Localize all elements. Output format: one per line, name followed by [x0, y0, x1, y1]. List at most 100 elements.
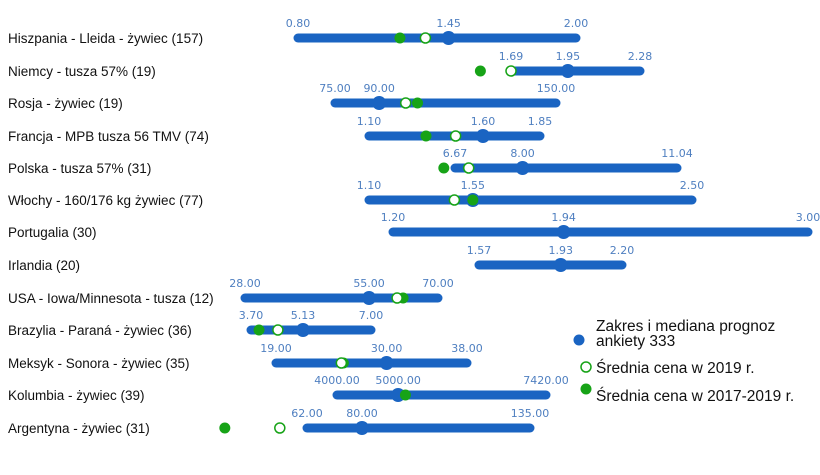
- max-label: 150.00: [537, 82, 576, 95]
- min-label: 28.00: [229, 277, 261, 290]
- row-label: USA - Iowa/Minnesota - tusza (12): [8, 291, 214, 306]
- median-dot: [553, 258, 568, 272]
- max-label: 70.00: [422, 277, 454, 290]
- median-label: 1.45: [436, 17, 461, 30]
- chart-row: Rosja - żywiec (19) 75.00 90.00 150.00: [8, 82, 575, 111]
- min-label: 3.70: [239, 309, 264, 322]
- mean-2017-2019-dot: [412, 97, 424, 109]
- min-label: 0.80: [286, 17, 311, 30]
- max-label: 135.00: [511, 407, 550, 420]
- mean-2017-2019-dot: [219, 422, 231, 434]
- mean-2017-2019-dot: [253, 324, 265, 336]
- min-label: 1.69: [499, 50, 524, 63]
- median-dot: [362, 291, 377, 305]
- mean-2019-dot: [272, 324, 284, 336]
- max-label: 2.28: [628, 50, 653, 63]
- median-label: 1.94: [551, 211, 576, 224]
- row-label: Rosja - żywiec (19): [8, 96, 123, 111]
- median-label: 5000.00: [375, 374, 421, 387]
- mean-2019-dot: [448, 194, 461, 206]
- chart-row: Francja - MPB tusza 56 TMV (74) 1.10 1.60 1…: [8, 115, 552, 144]
- mean-2019-dot: [399, 97, 412, 109]
- median-dot: [354, 421, 369, 435]
- median-label: 8.00: [510, 147, 535, 160]
- max-label: 3.00: [796, 211, 820, 224]
- chart-row: Hiszpania - Lleida - żywiec (157) 0.80 1.4…: [8, 17, 588, 46]
- row-label: Argentyna - żywiec (31): [8, 421, 150, 436]
- median-label: 1.55: [461, 179, 486, 192]
- mean-2019-dot: [449, 130, 462, 142]
- chart-row: Portugalia (30) 1.20 1.94 3.00: [8, 211, 820, 240]
- legend-marker-mean-2017-2019: [580, 383, 592, 395]
- median-label: 5.13: [291, 309, 316, 322]
- median-label: 55.00: [353, 277, 385, 290]
- median-dot: [372, 96, 387, 110]
- row-label: Portugalia (30): [8, 225, 97, 240]
- mean-2017-2019-dot: [474, 65, 486, 77]
- median-dot: [556, 225, 571, 239]
- chart-row: Polska - tusza 57% (31) 6.67 8.00 11.04: [8, 147, 693, 176]
- max-label: 1.85: [528, 115, 553, 128]
- max-label: 38.00: [451, 342, 483, 355]
- median-label: 1.95: [556, 50, 581, 63]
- min-label: 4000.00: [314, 374, 360, 387]
- min-label: 1.10: [357, 115, 382, 128]
- mean-2017-2019-dot: [394, 32, 406, 44]
- median-dot: [476, 129, 490, 143]
- legend-label-range-line1: Zakres i mediana prognoz: [596, 318, 775, 335]
- max-label: 2.50: [680, 179, 705, 192]
- mean-2017-2019-dot: [420, 130, 432, 142]
- max-label: 11.04: [661, 147, 693, 160]
- chart-row: Niemcy - tusza 57% (19) 1.69 1.95 2.28: [8, 50, 652, 79]
- mean-2019-dot: [419, 32, 432, 44]
- chart-row: Włochy - 160/176 kg żywiec (77) 1.10 1.55 2…: [8, 179, 704, 208]
- chart-row: USA - Iowa/Minnesota - tusza (12) 28.00 55…: [8, 277, 454, 306]
- row-label: Francja - MPB tusza 56 TMV (74): [8, 129, 209, 144]
- min-label: 19.00: [260, 342, 292, 355]
- mean-2019-dot: [335, 357, 348, 369]
- median-dot: [441, 31, 456, 45]
- mean-2019-dot: [462, 162, 475, 174]
- mean-2017-2019-dot: [399, 389, 411, 401]
- median-dot: [560, 64, 575, 78]
- legend-label-mean-2017-2019: Średnia cena w 2017-2019 r.: [596, 387, 794, 405]
- row-label: Niemcy - tusza 57% (19): [8, 64, 156, 79]
- max-label: 7420.00: [523, 374, 569, 387]
- legend-label-range-line2: ankiety 333: [596, 333, 675, 350]
- legend-marker-mean-2019: [580, 361, 592, 373]
- median-label: 90.00: [363, 82, 395, 95]
- chart-row: Irlandia (20) 1.57 1.93 2.20: [8, 244, 634, 273]
- median-dot: [515, 161, 530, 175]
- chart-row: Kolumbia - żywiec (39) 4000.00 5000.00 7420…: [8, 374, 569, 403]
- max-label: 7.00: [359, 309, 384, 322]
- row-label: Włochy - 160/176 kg żywiec (77): [8, 193, 203, 208]
- chart-row: Brazylia - Paraná - żywiec (36) 3.70 5.13 7…: [8, 309, 383, 338]
- min-label: 6.67: [443, 147, 468, 160]
- legend-marker-range: [573, 334, 585, 346]
- mean-2017-2019-dot: [467, 194, 479, 206]
- min-label: 1.20: [381, 211, 406, 224]
- row-label: Meksyk - Sonora - żywiec (35): [8, 356, 190, 371]
- mean-2019-dot: [505, 65, 517, 77]
- min-label: 75.00: [319, 82, 351, 95]
- legend-label-mean-2019: Średnia cena w 2019 r.: [596, 359, 755, 377]
- median-label: 1.60: [471, 115, 496, 128]
- chart-row: Meksyk - Sonora - żywiec (35) 19.00 30.00 3…: [8, 342, 483, 371]
- mean-2017-2019-dot: [438, 162, 450, 174]
- median-label: 30.00: [371, 342, 403, 355]
- median-dot: [379, 356, 394, 370]
- min-label: 1.57: [467, 244, 492, 257]
- mean-2019-dot: [391, 292, 403, 304]
- max-label: 2.00: [564, 17, 589, 30]
- chart-row: Argentyna - żywiec (31) 62.00 80.00 135.00: [8, 407, 549, 436]
- legend: Zakres i mediana prognoz ankiety 333 Śre…: [573, 318, 794, 405]
- row-label: Irlandia (20): [8, 258, 80, 273]
- median-label: 1.93: [548, 244, 573, 257]
- row-label: Hiszpania - Lleida - żywiec (157): [8, 31, 203, 46]
- row-label: Brazylia - Paraná - żywiec (36): [8, 323, 192, 338]
- row-label: Kolumbia - żywiec (39): [8, 388, 145, 403]
- row-label: Polska - tusza 57% (31): [8, 161, 151, 176]
- median-dot: [296, 323, 310, 337]
- min-label: 1.10: [357, 179, 382, 192]
